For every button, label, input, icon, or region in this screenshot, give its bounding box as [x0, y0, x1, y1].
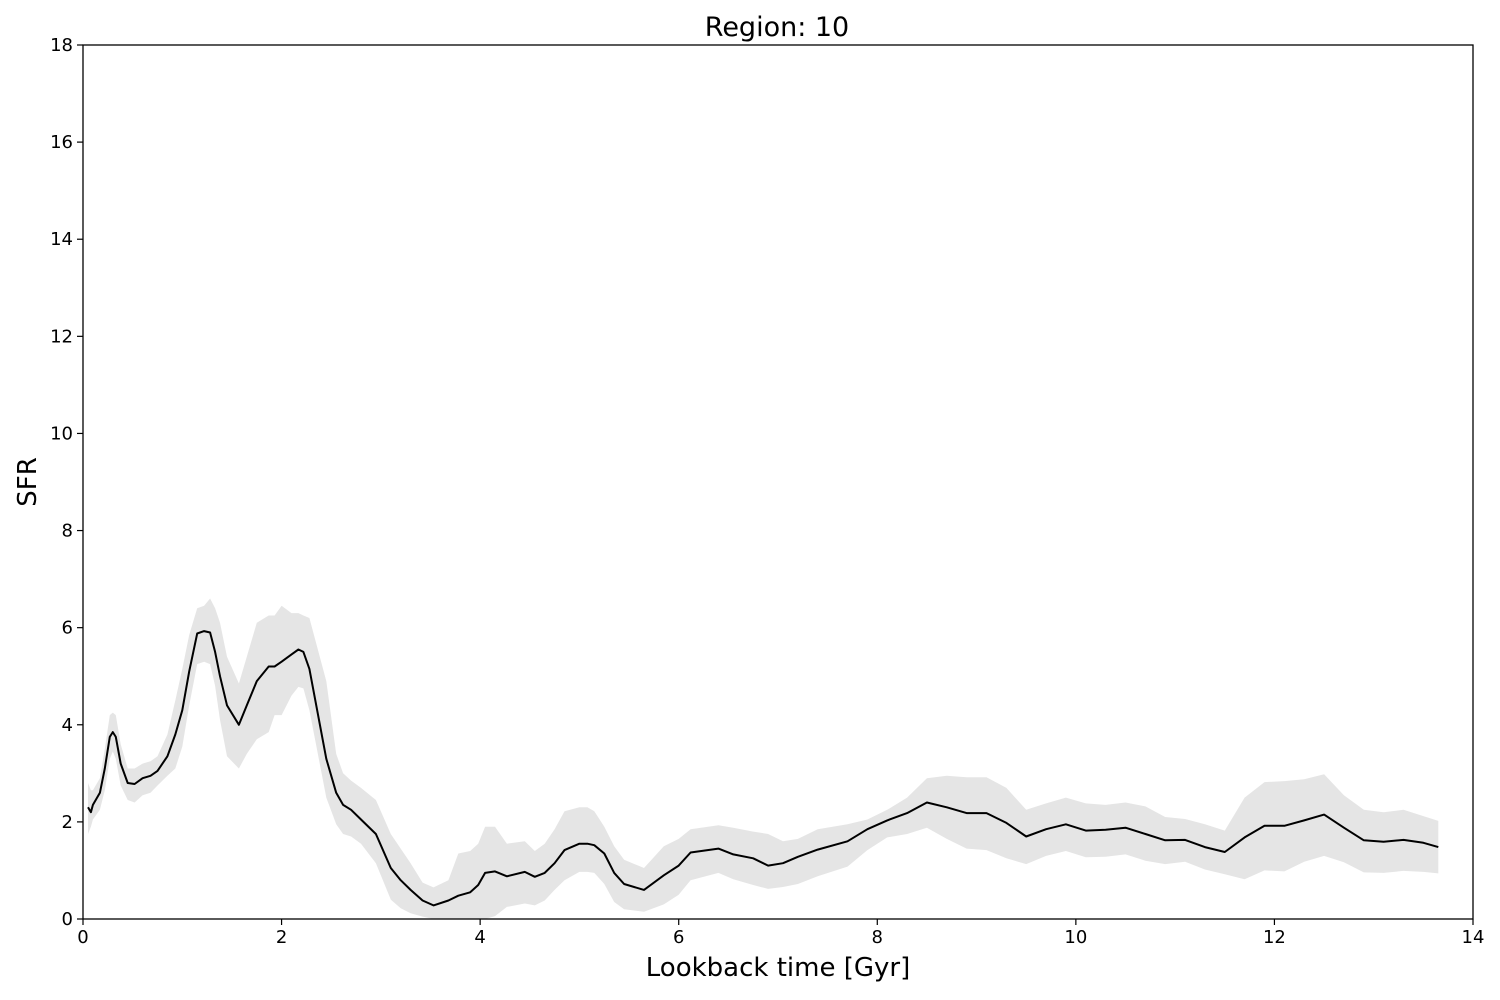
plot-frame: [82, 44, 1474, 920]
sfr-series-line: [87, 630, 1439, 907]
y-tick-label: 18: [50, 35, 73, 56]
x-tick-label: 6: [673, 927, 684, 948]
y-tick-label: 8: [62, 521, 73, 542]
y-tick-label: 2: [62, 812, 73, 833]
x-tick-label: 14: [1462, 927, 1485, 948]
y-tick-label: 10: [50, 423, 73, 444]
sfr-line-layer: [87, 630, 1439, 907]
y-axis-ticks: 0 2 4 6 8 10 12 14 16 18: [50, 35, 83, 930]
x-tick-label: 0: [77, 927, 88, 948]
y-tick-label: 12: [50, 326, 73, 347]
y-axis-label: SFR: [13, 457, 43, 507]
y-tick-label: 4: [62, 715, 73, 736]
uncertainty-band-layer: [88, 598, 1439, 919]
y-tick-label: 14: [50, 229, 73, 250]
y-tick-label: 16: [50, 132, 73, 153]
x-axis-ticks: 0 2 4 6 8 10 12 14: [77, 919, 1484, 948]
y-tick-label: 0: [62, 909, 73, 930]
x-tick-label: 10: [1064, 927, 1087, 948]
x-tick-label: 12: [1263, 927, 1286, 948]
x-axis-label: Lookback time [Gyr]: [646, 953, 910, 983]
x-tick-label: 8: [872, 927, 883, 948]
chart-title: Region: 10: [705, 12, 849, 43]
x-tick-label: 2: [276, 927, 287, 948]
sfr-uncertainty-band: [88, 598, 1439, 919]
x-tick-label: 4: [474, 927, 485, 948]
y-tick-label: 6: [62, 618, 73, 639]
